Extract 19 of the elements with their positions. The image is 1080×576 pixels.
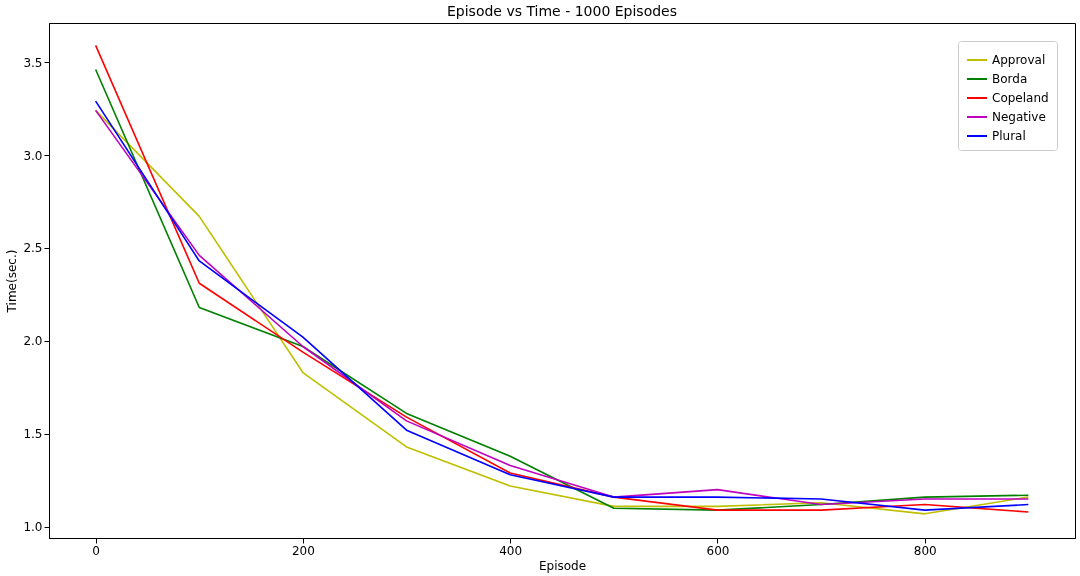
y-tick-label: 3.5 <box>23 55 43 70</box>
legend-label: Plural <box>992 129 1026 143</box>
legend-label: Borda <box>992 72 1028 86</box>
legend-label: Copeland <box>992 91 1049 105</box>
legend-label: Approval <box>992 53 1046 67</box>
x-tick-label: 200 <box>291 543 315 558</box>
y-tick-label: 3.0 <box>23 148 43 163</box>
y-axis-title: Time(sec.) <box>5 249 20 314</box>
chart-title: Episode vs Time - 1000 Episodes <box>446 3 678 19</box>
y-tick-label: 1.0 <box>23 520 43 535</box>
y-tick-label: 2.0 <box>23 334 43 349</box>
x-tick-label: 400 <box>499 543 523 558</box>
x-tick-label: 0 <box>92 543 100 558</box>
y-tick-label: 1.5 <box>23 427 43 442</box>
y-tick-label: 2.5 <box>23 241 43 256</box>
legend-label: Negative <box>992 110 1046 124</box>
x-tick-label: 800 <box>913 543 937 558</box>
x-axis-title: Episode <box>538 558 587 573</box>
x-tick-label: 600 <box>706 543 730 558</box>
